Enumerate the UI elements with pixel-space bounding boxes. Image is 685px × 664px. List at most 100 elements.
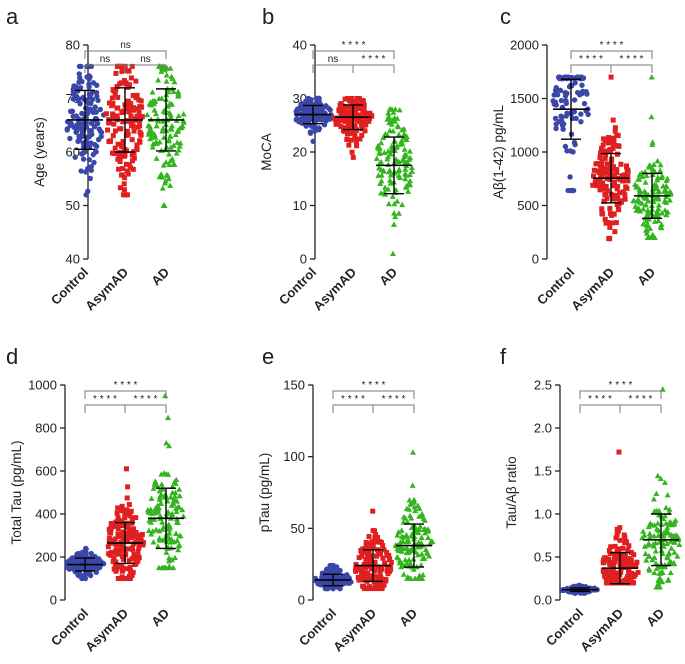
data-point xyxy=(625,568,631,574)
data-point xyxy=(645,540,652,546)
y-tick-label: 2.0 xyxy=(534,421,552,436)
data-point xyxy=(558,97,565,104)
data-point xyxy=(160,524,167,530)
data-point xyxy=(649,234,656,240)
data-point xyxy=(119,68,125,74)
data-point xyxy=(89,564,95,571)
data-point xyxy=(126,557,132,563)
data-point xyxy=(171,161,178,167)
data-point xyxy=(112,562,118,568)
y-tick-label: 1.0 xyxy=(534,507,552,522)
data-point xyxy=(382,560,388,566)
data-point xyxy=(604,580,610,586)
data-point xyxy=(74,122,80,128)
data-point xyxy=(352,133,358,139)
data-point xyxy=(382,131,389,137)
data-point xyxy=(117,126,123,132)
data-point xyxy=(349,149,355,155)
data-point xyxy=(151,97,158,104)
panel-a: a4050607080Age (years)ControlAsymADADnsn… xyxy=(6,4,187,313)
data-point xyxy=(666,506,673,512)
significance-bracket xyxy=(610,64,653,73)
data-point xyxy=(622,535,628,541)
data-point xyxy=(406,148,413,154)
data-point xyxy=(613,535,619,541)
data-point xyxy=(98,129,105,136)
significance-bracket xyxy=(579,404,621,413)
data-point xyxy=(122,153,128,159)
data-point xyxy=(597,183,603,189)
data-point xyxy=(128,113,134,119)
data-point xyxy=(671,538,678,544)
data-point xyxy=(385,148,392,154)
data-point xyxy=(621,172,627,178)
y-tick-label: 50 xyxy=(291,521,305,536)
data-point xyxy=(175,546,182,553)
x-category-label: AsymAD xyxy=(82,606,131,655)
data-point xyxy=(572,80,578,86)
data-point xyxy=(138,532,144,538)
data-point xyxy=(121,77,127,83)
data-point xyxy=(650,496,657,502)
data-point xyxy=(657,161,664,168)
data-point xyxy=(610,145,616,151)
y-tick-label: 2.5 xyxy=(534,378,552,393)
data-point xyxy=(622,540,628,546)
data-point xyxy=(349,109,355,115)
data-point xyxy=(663,211,670,218)
data-point xyxy=(120,166,126,172)
data-point xyxy=(114,566,120,572)
data-point xyxy=(381,547,387,553)
data-point xyxy=(399,126,406,133)
data-point xyxy=(553,125,559,132)
data-point xyxy=(136,545,142,551)
significance-label: * * * * xyxy=(342,40,366,51)
data-point xyxy=(144,111,151,118)
data-point xyxy=(394,532,401,538)
data-point xyxy=(94,82,100,88)
data-point xyxy=(342,106,348,112)
data-point xyxy=(86,73,92,79)
data-point xyxy=(171,493,178,499)
data-point xyxy=(117,185,123,191)
data-point xyxy=(140,542,146,548)
data-point xyxy=(642,550,649,557)
significance-bracket xyxy=(372,404,415,413)
data-point xyxy=(389,193,396,199)
data-point xyxy=(664,540,671,546)
data-point xyxy=(105,544,111,550)
data-point xyxy=(83,552,89,558)
data-point xyxy=(121,531,127,537)
data-point xyxy=(138,114,144,120)
significance-bracket xyxy=(570,50,653,59)
data-point xyxy=(556,75,563,81)
data-point xyxy=(604,161,610,167)
data-point xyxy=(86,557,92,564)
data-point xyxy=(368,559,374,565)
data-point xyxy=(106,535,112,541)
data-point xyxy=(624,167,630,173)
data-point xyxy=(122,175,128,181)
data-point xyxy=(369,576,375,582)
data-point xyxy=(358,548,364,554)
data-point xyxy=(110,549,116,555)
data-point xyxy=(671,560,678,566)
data-point xyxy=(119,574,125,580)
data-point xyxy=(610,141,616,147)
data-point xyxy=(118,172,124,178)
data-point xyxy=(323,103,329,109)
data-point xyxy=(115,505,121,511)
data-point xyxy=(79,110,85,117)
data-point xyxy=(360,109,366,115)
data-point xyxy=(402,184,409,190)
significance-label: * * * * xyxy=(362,54,386,65)
data-point xyxy=(649,139,656,145)
data-point xyxy=(626,556,632,562)
data-point xyxy=(80,150,86,156)
data-point xyxy=(603,183,609,189)
data-point xyxy=(149,144,156,150)
data-point xyxy=(419,571,426,578)
data-point xyxy=(316,125,322,131)
